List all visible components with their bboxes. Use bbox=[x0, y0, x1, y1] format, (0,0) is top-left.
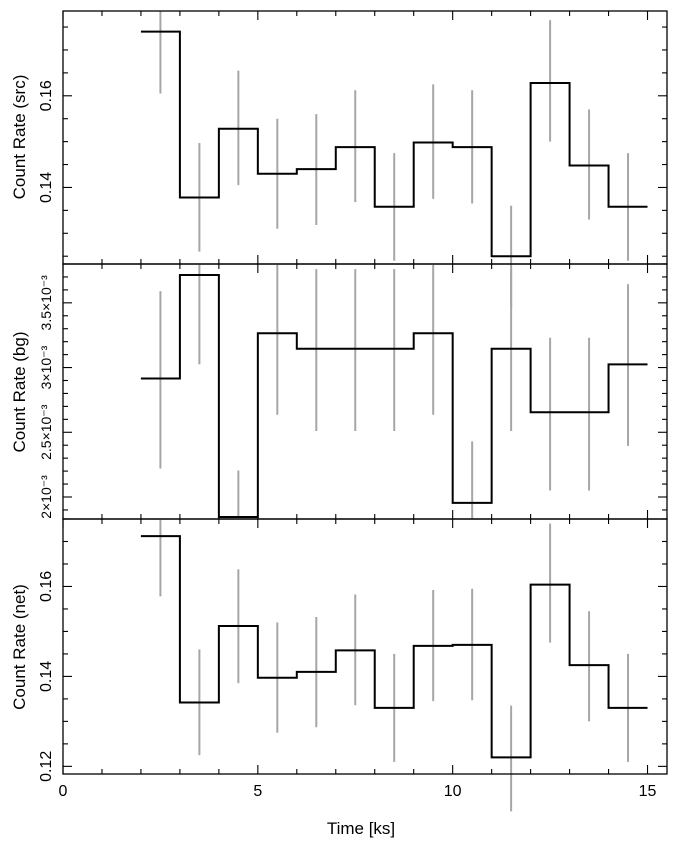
y-tick-label-bg: 2×10⁻³ bbox=[38, 475, 54, 519]
y-tick-label-src: 0.14 bbox=[38, 172, 55, 203]
y-tick-label-net: 0.12 bbox=[38, 751, 55, 782]
source-count-rate-panel: 0.14 0.16 bbox=[38, 10, 668, 309]
step-line-bg bbox=[140, 274, 648, 519]
x-axis-label: Time [ks] bbox=[327, 819, 395, 838]
net-count-rate-panel: 0.12 0.14 0.16 0 5 10 15 bbox=[38, 518, 668, 812]
y-tick-label-net: 0.14 bbox=[38, 661, 55, 692]
y-tick-label-src: 0.16 bbox=[38, 80, 55, 111]
y-tick-label-net: 0.16 bbox=[38, 571, 55, 602]
y-axis-label-bg: Count Rate (bg) bbox=[10, 332, 29, 453]
y-tick-label-bg: 3×10⁻³ bbox=[38, 345, 54, 389]
x-tick-label: 0 bbox=[59, 783, 68, 800]
y-axis-label-src: Count Rate (src) bbox=[10, 75, 29, 200]
x-tick-label: 10 bbox=[444, 783, 462, 800]
plot-frame-net bbox=[62, 518, 668, 775]
x-tick-label: 5 bbox=[253, 783, 262, 800]
background-count-rate-panel: 2×10⁻³ 2.5×10⁻³ 3×10⁻³ 3.5×10⁻³ bbox=[38, 263, 668, 520]
y-tick-label-bg: 2.5×10⁻³ bbox=[38, 404, 54, 460]
step-line-src bbox=[140, 30, 648, 258]
y-tick-label-bg: 3.5×10⁻³ bbox=[38, 275, 54, 331]
x-tick-label: 15 bbox=[639, 783, 657, 800]
plot-frame-src bbox=[62, 10, 668, 265]
step-line-net bbox=[140, 535, 648, 759]
y-axis-label-net: Count Rate (net) bbox=[10, 584, 29, 710]
plot-frame-bg bbox=[62, 263, 668, 520]
